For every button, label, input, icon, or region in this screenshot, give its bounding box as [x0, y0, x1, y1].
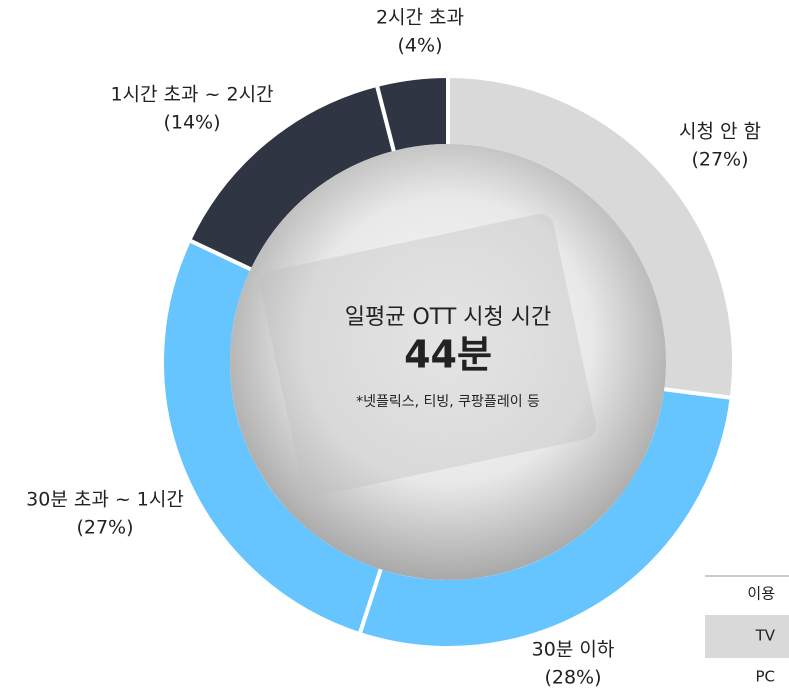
tablet-photo	[259, 213, 597, 497]
table-cell: 이용	[747, 585, 775, 603]
segment-value: (14%)	[163, 112, 220, 134]
center-value: 44분	[404, 333, 492, 377]
segment-label: 1시간 초과 ~ 2시간	[110, 84, 273, 106]
center-note: *넷플릭스, 티빙, 쿠팡플레이 등	[356, 394, 540, 410]
center-image	[230, 144, 666, 580]
table-cell: PC	[755, 668, 775, 686]
segment-value: (4%)	[398, 35, 443, 57]
segment-label: 30분 초과 ~ 1시간	[26, 489, 184, 511]
segment-value: (27%)	[691, 149, 748, 171]
segment-value: (28%)	[544, 667, 601, 689]
segment-value: (27%)	[76, 517, 133, 539]
center-title: 일평균 OTT 시청 시간	[345, 305, 551, 330]
table-cell: TV	[755, 627, 776, 645]
segment-label: 2시간 초과	[376, 7, 464, 29]
segment-label: 30분 이하	[532, 639, 615, 661]
table-row-bg	[705, 615, 789, 658]
segment-label: 시청 안 함	[679, 121, 761, 143]
